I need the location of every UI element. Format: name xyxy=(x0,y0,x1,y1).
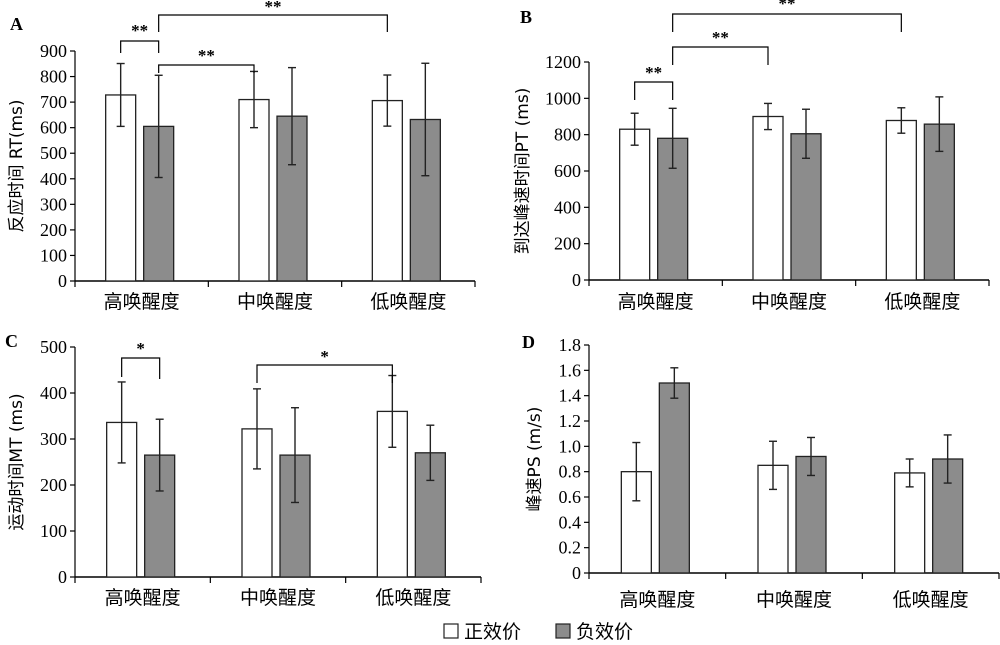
panel-label: B xyxy=(520,7,532,27)
y-axis-label: 到达峰速时间PT (ms) xyxy=(513,88,533,255)
y-tick-label: 1000 xyxy=(545,88,581,108)
x-category-label: 中唤醒度 xyxy=(756,589,832,611)
y-tick-label: 0 xyxy=(58,271,67,291)
bar-positive xyxy=(371,99,403,282)
y-tick-label: 1.8 xyxy=(559,335,582,355)
significance-bracket xyxy=(121,357,161,379)
y-tick-label: 1200 xyxy=(545,52,581,72)
significance-marker: ** xyxy=(712,28,729,47)
y-tick-label: 300 xyxy=(40,194,67,214)
panel-d: D 0 0.2 0.4 0.6 0.8 1.0 1.2 1.4 1.6 1.8 高唤醒度 中唤醒度 低唤醒… xyxy=(522,332,1000,611)
y-tick-label: 800 xyxy=(554,125,581,145)
bar-positive xyxy=(619,128,651,281)
y-tick-label: 500 xyxy=(40,337,67,357)
legend-swatch-positive xyxy=(443,623,459,639)
significance-bracket xyxy=(634,81,674,100)
panel-label: C xyxy=(5,331,18,351)
bar-positive xyxy=(885,119,917,281)
x-category-label: 中唤醒度 xyxy=(237,291,313,313)
bar-positive xyxy=(894,472,926,574)
y-tick-label: 200 xyxy=(40,475,67,495)
panel-label: A xyxy=(10,14,23,34)
x-category-label: 低唤醒度 xyxy=(884,291,960,313)
legend: 正效价 负效价 xyxy=(443,621,633,643)
bar-positive xyxy=(752,115,784,281)
significance-bracket xyxy=(158,64,255,73)
x-category-label: 高唤醒度 xyxy=(618,291,694,313)
y-tick-label: 500 xyxy=(40,143,67,163)
y-axis-label: 峰速PS (m/s) xyxy=(525,407,545,512)
y-tick-label: 0.8 xyxy=(559,462,582,482)
y-tick-label: 400 xyxy=(554,197,581,217)
legend-label-negative: 负效价 xyxy=(576,621,633,643)
y-axis-label: 反应时间 RT(ms) xyxy=(7,99,27,232)
y-tick-label: 0.6 xyxy=(559,487,582,507)
significance-marker: ** xyxy=(131,21,148,40)
panel-b: B 0 200 400 600 800 1000 1200 高唤醒度 中唤醒度 低唤醒度 到达峰速时间… xyxy=(513,0,990,313)
significance-bracket xyxy=(120,40,160,53)
significance-marker: ** xyxy=(645,63,662,82)
panel-a: A 0 100 200 300 400 500 600 700 800 900 高唤醒度 中唤醒度 低唤醒… xyxy=(7,0,476,313)
x-category-label: 高唤醒度 xyxy=(104,291,180,313)
x-category-label: 高唤醒度 xyxy=(619,589,695,611)
significance-marker: ** xyxy=(198,46,215,65)
significance-marker: * xyxy=(136,339,145,358)
y-tick-label: 0.4 xyxy=(559,512,582,532)
y-tick-label: 0 xyxy=(572,270,581,290)
x-category-label: 高唤醒度 xyxy=(105,587,181,609)
x-category-label: 中唤醒度 xyxy=(751,291,827,313)
y-tick-label: 400 xyxy=(40,169,67,189)
bar-positive xyxy=(105,94,137,282)
y-tick-label: 1.0 xyxy=(559,436,582,456)
y-tick-label: 300 xyxy=(40,429,67,449)
y-tick-label: 600 xyxy=(554,161,581,181)
y-tick-label: 400 xyxy=(40,383,67,403)
y-axis-label: 运动时间MT (ms) xyxy=(7,393,27,530)
y-tick-label: 200 xyxy=(554,234,581,254)
significance-bracket xyxy=(256,364,393,383)
legend-label-positive: 正效价 xyxy=(464,621,521,643)
panel-label: D xyxy=(522,332,535,352)
significance-bracket xyxy=(672,46,769,65)
y-tick-label: 0 xyxy=(572,563,581,583)
y-tick-label: 1.4 xyxy=(559,386,582,406)
legend-swatch-negative xyxy=(555,623,571,639)
significance-marker: * xyxy=(320,347,329,366)
significance-bracket xyxy=(672,13,902,32)
y-tick-label: 100 xyxy=(40,521,67,541)
y-tick-label: 0.2 xyxy=(559,538,582,558)
x-category-label: 低唤醒度 xyxy=(375,587,451,609)
y-tick-label: 200 xyxy=(40,220,67,240)
x-category-label: 中唤醒度 xyxy=(240,587,316,609)
y-tick-label: 0 xyxy=(58,567,67,587)
y-tick-label: 900 xyxy=(40,41,67,61)
y-tick-label: 100 xyxy=(40,245,67,265)
y-tick-label: 700 xyxy=(40,92,67,112)
bar-negative xyxy=(658,382,690,574)
significance-marker: ** xyxy=(265,0,282,16)
y-tick-label: 1.6 xyxy=(559,360,582,380)
y-tick-label: 600 xyxy=(40,118,67,138)
x-category-label: 低唤醒度 xyxy=(370,291,446,313)
significance-marker: ** xyxy=(779,0,796,13)
y-tick-label: 1.2 xyxy=(559,411,582,431)
panel-c: C 0 100 200 300 400 500 高唤醒度 中唤醒度 低唤醒度 运动时间MT (ms)… xyxy=(5,331,482,609)
significance-bracket xyxy=(158,14,388,32)
bar-positive xyxy=(238,98,270,282)
y-tick-label: 800 xyxy=(40,67,67,87)
x-category-label: 低唤醒度 xyxy=(893,589,969,611)
